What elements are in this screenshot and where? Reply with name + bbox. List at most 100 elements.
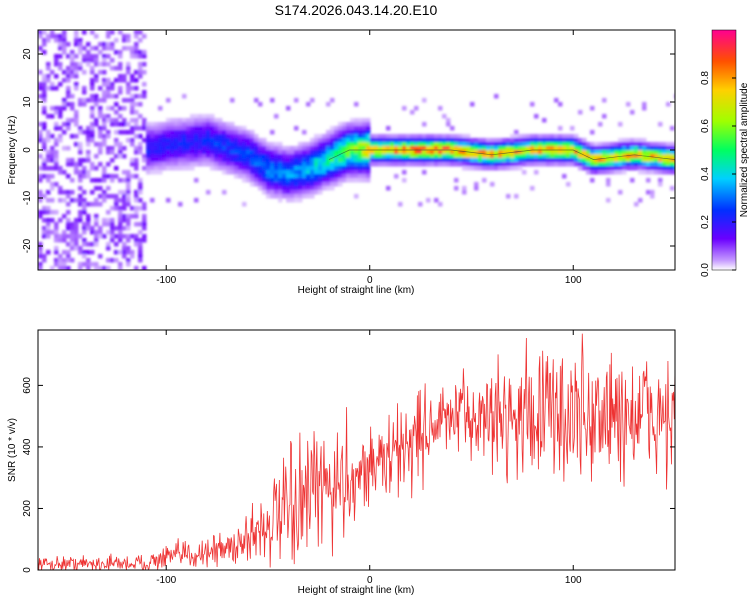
heatmap-cell xyxy=(122,38,127,43)
heatmap-cell xyxy=(78,126,83,131)
heatmap-cell xyxy=(414,146,419,151)
heatmap-cell xyxy=(70,178,75,183)
heatmap-cell xyxy=(118,114,123,119)
heatmap-cell xyxy=(170,138,175,143)
heatmap-cell xyxy=(122,250,127,255)
heatmap-cell xyxy=(90,66,95,71)
heatmap-cell xyxy=(42,94,47,99)
heatmap-cell xyxy=(302,174,307,179)
heatmap-cell xyxy=(46,154,51,159)
heatmap-cell xyxy=(262,166,267,171)
heatmap-cell xyxy=(118,30,123,35)
heatmap-cell xyxy=(570,146,575,151)
heatmap-cell xyxy=(114,194,119,199)
heatmap-cell xyxy=(114,250,119,255)
heatmap-cell xyxy=(298,174,303,179)
heatmap-cell xyxy=(66,194,71,199)
heatmap-cell xyxy=(38,30,43,35)
heatmap-cell xyxy=(314,138,319,143)
heatmap-cell xyxy=(614,162,619,167)
y-tick-label: 0 xyxy=(22,147,33,153)
heatmap-cell xyxy=(230,154,235,159)
heatmap-cell xyxy=(82,130,87,135)
heatmap-cell xyxy=(106,222,111,227)
heatmap-cell xyxy=(38,242,43,247)
heatmap-cell xyxy=(38,198,43,203)
heatmap-cell xyxy=(658,170,663,175)
heatmap-cell xyxy=(330,170,335,175)
heatmap-cell xyxy=(646,178,651,183)
heatmap-cell xyxy=(670,150,675,155)
heatmap-cell xyxy=(106,134,111,139)
heatmap-cell xyxy=(134,190,139,195)
heatmap-cell xyxy=(94,214,99,219)
heatmap-cell xyxy=(514,130,519,135)
heatmap-cell xyxy=(410,146,415,151)
heatmap-cell xyxy=(266,158,271,163)
heatmap-cell xyxy=(446,122,451,127)
heatmap-cell xyxy=(234,150,239,155)
heatmap-cell xyxy=(354,170,359,175)
heatmap-cell xyxy=(454,146,459,151)
heatmap-cell xyxy=(62,238,67,243)
heatmap-cell xyxy=(534,162,539,167)
heatmap-cell xyxy=(446,158,451,163)
heatmap-cell xyxy=(102,178,107,183)
heatmap-cell xyxy=(526,142,531,147)
heatmap-cell xyxy=(390,142,395,147)
heatmap-cell xyxy=(610,170,615,175)
heatmap-cell xyxy=(278,170,283,175)
heatmap-cell xyxy=(530,154,535,159)
heatmap-cell xyxy=(242,126,247,131)
heatmap-cell xyxy=(618,162,623,167)
snr-background xyxy=(38,330,675,570)
heatmap-cell xyxy=(462,186,467,191)
heatmap-cell xyxy=(534,158,539,163)
heatmap-cell xyxy=(278,186,283,191)
heatmap-cell xyxy=(114,94,119,99)
heatmap-cell xyxy=(90,162,95,167)
heatmap-cell xyxy=(410,150,415,155)
heatmap-cell xyxy=(142,90,147,95)
heatmap-cell xyxy=(582,146,587,151)
heatmap-cell xyxy=(650,166,655,171)
heatmap-cell xyxy=(662,146,667,151)
heatmap-cell xyxy=(346,126,351,131)
heatmap-cell xyxy=(430,154,435,159)
heatmap-cell xyxy=(118,130,123,135)
heatmap-cell xyxy=(58,254,63,259)
heatmap-cell xyxy=(222,158,227,163)
heatmap-cell xyxy=(598,142,603,147)
heatmap-cell xyxy=(542,162,547,167)
heatmap-cell xyxy=(134,146,139,151)
heatmap-cell xyxy=(38,254,43,259)
heatmap-cell xyxy=(414,142,419,147)
heatmap-cell xyxy=(430,138,435,143)
heatmap-cell xyxy=(166,166,171,171)
heatmap-cell xyxy=(494,154,499,159)
heatmap-cell xyxy=(114,198,119,203)
heatmap-cell xyxy=(298,166,303,171)
heatmap-cell xyxy=(238,130,243,135)
heatmap-cell xyxy=(62,262,67,267)
heatmap-cell xyxy=(42,218,47,223)
heatmap-cell xyxy=(118,178,123,183)
heatmap-cell xyxy=(638,166,643,171)
heatmap-cell xyxy=(42,162,47,167)
heatmap-cell xyxy=(74,226,79,231)
heatmap-cell xyxy=(114,50,119,55)
heatmap-cell xyxy=(562,150,567,155)
heatmap-cell xyxy=(658,166,663,171)
heatmap-cell xyxy=(118,190,123,195)
heatmap-cell xyxy=(654,170,659,175)
heatmap-cell xyxy=(42,78,47,83)
heatmap-cell xyxy=(294,162,299,167)
heatmap-cell xyxy=(282,166,287,171)
heatmap-cell xyxy=(282,190,287,195)
heatmap-cell xyxy=(182,134,187,139)
heatmap-cell xyxy=(546,146,551,151)
heatmap-cell xyxy=(490,162,495,167)
heatmap-cell xyxy=(158,126,163,131)
heatmap-cell xyxy=(70,66,75,71)
heatmap-cell xyxy=(106,46,111,51)
